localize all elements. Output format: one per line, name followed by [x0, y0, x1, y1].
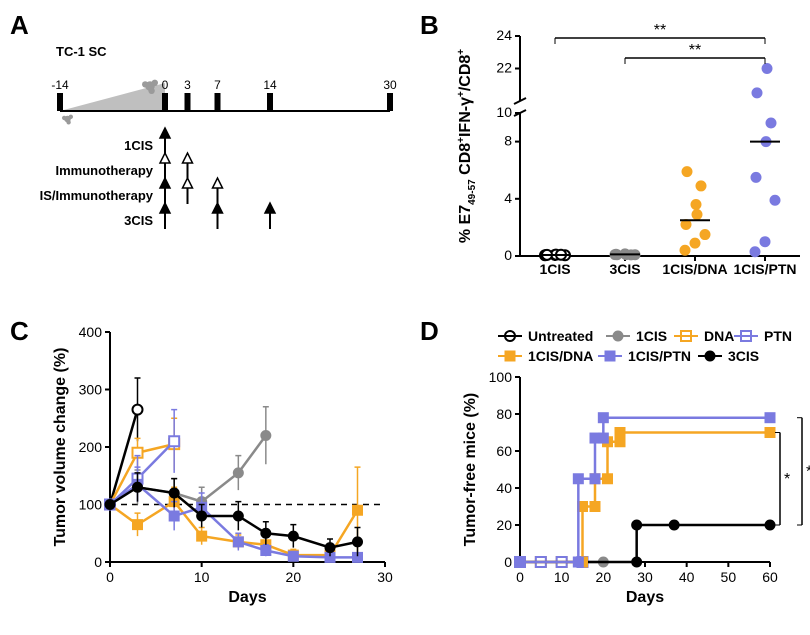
- svg-text:1CIS: 1CIS: [539, 261, 570, 277]
- panel-b: B 0 4 8 22 24 10 % E749-57 CD8+IFN-γ+/CD8+ 1CIS…: [420, 10, 810, 296]
- svg-text:Tumor-free mice (%): Tumor-free mice (%): [462, 393, 479, 547]
- panel-d: D Untreated 1CIS DNA PTN 1CIS/DNA 1CIS/PTN 3CI…: [420, 316, 810, 612]
- svg-text:3CIS: 3CIS: [609, 261, 640, 277]
- svg-text:Days: Days: [228, 589, 266, 606]
- svg-text:**: **: [806, 463, 810, 480]
- svg-text:20: 20: [496, 517, 512, 533]
- svg-text:1CIS/PTN: 1CIS/PTN: [628, 348, 691, 364]
- svg-text:1CIS: 1CIS: [124, 138, 153, 153]
- svg-text:1CIS/Immunotherapy: 1CIS/Immunotherapy: [40, 188, 154, 203]
- svg-text:20: 20: [596, 569, 612, 585]
- panel-d-svg: Untreated 1CIS DNA PTN 1CIS/DNA 1CIS/PTN 3CIS 0…: [450, 322, 810, 612]
- panel-a-svg: TC-1 SC -14 0 3 7 14 30 1CIS Immunotherapy 1CIS/I…: [40, 16, 400, 266]
- svg-text:40: 40: [496, 480, 512, 496]
- svg-text:1CIS/PTN: 1CIS/PTN: [733, 261, 796, 277]
- svg-text:400: 400: [79, 324, 103, 340]
- svg-text:22: 22: [496, 60, 512, 76]
- svg-text:**: **: [654, 22, 666, 39]
- svg-text:3CIS: 3CIS: [728, 348, 759, 364]
- svg-text:3CIS: 3CIS: [124, 213, 153, 228]
- svg-text:% E749-57 CD8+IFN-γ+/CD8+: % E749-57 CD8+IFN-γ+/CD8+: [456, 49, 478, 243]
- svg-text:PTN: PTN: [764, 328, 792, 344]
- svg-text:*: *: [784, 471, 790, 488]
- svg-text:4: 4: [504, 190, 512, 206]
- svg-text:-14: -14: [51, 78, 69, 92]
- panel-c-svg: 01020300100200300400DaysTumor volume cha…: [40, 322, 400, 612]
- panel-b-svg: 0 4 8 22 24 10 % E749-57 CD8+IFN-γ+/CD8+ 1CIS 3C…: [450, 16, 810, 296]
- svg-text:1CIS: 1CIS: [636, 328, 667, 344]
- svg-text:DNA: DNA: [704, 328, 734, 344]
- panel-a-label: A: [10, 10, 29, 41]
- svg-text:0: 0: [504, 554, 512, 570]
- svg-text:TC-1 SC: TC-1 SC: [56, 44, 107, 59]
- svg-text:8: 8: [504, 133, 512, 149]
- panel-d-label: D: [420, 316, 439, 347]
- svg-text:24: 24: [496, 27, 512, 43]
- svg-text:3: 3: [184, 78, 191, 92]
- panel-b-label: B: [420, 10, 439, 41]
- svg-text:Tumor volume change (%): Tumor volume change (%): [52, 348, 69, 547]
- svg-text:0: 0: [106, 569, 114, 585]
- svg-text:100: 100: [79, 497, 103, 513]
- svg-text:Immunotherapy: Immunotherapy: [55, 163, 153, 178]
- svg-text:1CIS/DNA: 1CIS/DNA: [662, 261, 727, 277]
- svg-text:30: 30: [637, 569, 653, 585]
- svg-text:0: 0: [94, 554, 102, 570]
- svg-text:**: **: [689, 42, 701, 59]
- svg-text:300: 300: [79, 382, 103, 398]
- svg-text:200: 200: [79, 439, 103, 455]
- svg-text:0: 0: [504, 247, 512, 263]
- svg-text:40: 40: [679, 569, 695, 585]
- svg-text:80: 80: [496, 406, 512, 422]
- svg-text:10: 10: [194, 569, 210, 585]
- panel-c: C 01020300100200300400DaysTumor volume c…: [10, 316, 400, 612]
- svg-text:10: 10: [496, 104, 512, 120]
- svg-text:100: 100: [489, 369, 513, 385]
- svg-text:20: 20: [286, 569, 302, 585]
- svg-text:Days: Days: [626, 589, 664, 606]
- svg-text:0: 0: [516, 569, 524, 585]
- svg-text:60: 60: [762, 569, 778, 585]
- panel-a: A TC-1 SC -14 0 3 7 14 30 1CIS Immunotherapy 1CIS…: [10, 10, 400, 296]
- svg-text:10: 10: [554, 569, 570, 585]
- svg-text:7: 7: [214, 78, 221, 92]
- svg-text:60: 60: [496, 443, 512, 459]
- svg-text:14: 14: [263, 78, 277, 92]
- svg-text:30: 30: [377, 569, 393, 585]
- svg-text:1CIS/DNA: 1CIS/DNA: [528, 348, 593, 364]
- svg-text:Untreated: Untreated: [528, 328, 593, 344]
- svg-text:0: 0: [162, 78, 169, 92]
- figure-grid: A TC-1 SC -14 0 3 7 14 30 1CIS Immunotherapy 1CIS…: [10, 10, 800, 612]
- panel-c-label: C: [10, 316, 29, 347]
- svg-text:50: 50: [721, 569, 737, 585]
- svg-text:30: 30: [383, 78, 397, 92]
